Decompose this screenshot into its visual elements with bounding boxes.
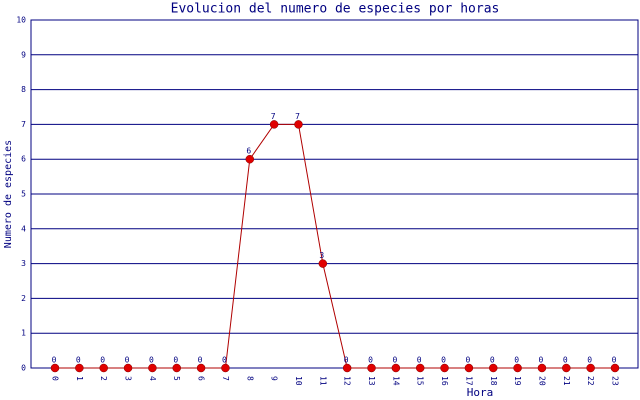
x-tick-label: 7	[221, 376, 230, 381]
data-point	[294, 120, 303, 129]
data-point	[537, 363, 547, 373]
data-point	[513, 363, 522, 373]
data-point	[221, 363, 230, 373]
x-tick-label: 23	[611, 376, 620, 386]
data-label: 0	[76, 356, 81, 365]
x-tick-label: 22	[586, 376, 595, 386]
data-point	[586, 363, 595, 373]
y-tick-label: 9	[21, 50, 26, 59]
x-tick-label: 12	[343, 376, 352, 386]
x-tick-label: 6	[197, 376, 206, 381]
y-tick-label: 4	[21, 224, 26, 233]
y-tick-label: 7	[21, 120, 26, 129]
data-label: 7	[295, 112, 300, 121]
data-label: 7	[271, 112, 276, 121]
data-point	[415, 363, 425, 373]
x-tick-label: 10	[294, 376, 303, 386]
y-tick-label: 6	[21, 155, 26, 164]
x-tick-label: 17	[464, 376, 473, 386]
x-tick-label: 18	[489, 376, 498, 386]
data-label: 0	[222, 356, 227, 365]
x-tick-label: 19	[513, 376, 522, 386]
x-axis-label: Hora	[467, 386, 494, 399]
data-point	[562, 363, 571, 373]
data-point	[610, 363, 620, 373]
x-tick-label: 14	[391, 376, 400, 386]
data-point	[342, 363, 352, 373]
data-label: 0	[344, 356, 349, 365]
data-label: 0	[441, 356, 446, 365]
data-label: 3	[319, 251, 324, 260]
data-point	[50, 363, 60, 373]
data-point	[489, 363, 498, 373]
x-tick-label: 11	[318, 376, 327, 386]
data-point	[269, 120, 279, 129]
data-label: 0	[125, 356, 130, 365]
data-label: 0	[392, 356, 397, 365]
data-point	[172, 363, 181, 373]
data-label: 0	[490, 356, 495, 365]
x-tick-label: 13	[367, 376, 376, 386]
y-tick-label: 0	[21, 364, 26, 373]
y-tick-label: 5	[21, 190, 26, 199]
y-tick-label: 3	[21, 259, 26, 268]
x-tick-label: 20	[537, 376, 546, 386]
x-tick-label: 2	[99, 376, 108, 381]
y-tick-label: 2	[21, 294, 26, 303]
x-tick-label: 1	[75, 376, 84, 381]
data-label: 0	[539, 356, 544, 365]
x-tick-label: 9	[270, 376, 279, 381]
data-label: 0	[514, 356, 519, 365]
data-label: 0	[100, 356, 105, 365]
data-label: 0	[52, 356, 57, 365]
data-point	[196, 363, 206, 373]
data-point	[367, 363, 376, 373]
x-tick-label: 4	[148, 376, 157, 381]
y-tick-label: 10	[16, 16, 26, 25]
x-tick-label: 15	[416, 376, 425, 386]
data-label: 0	[465, 356, 470, 365]
data-label: 0	[563, 356, 568, 365]
data-label: 0	[198, 356, 203, 365]
data-label: 0	[149, 356, 154, 365]
data-label: 0	[173, 356, 178, 365]
y-axis-label: Numero de especies	[3, 140, 14, 248]
chart-title: Evolucion del numero de especies por hor…	[171, 2, 500, 17]
data-label: 0	[587, 356, 592, 365]
data-point	[318, 259, 328, 268]
data-point	[245, 154, 255, 164]
x-tick-label: 16	[440, 376, 449, 386]
data-label: 0	[368, 356, 373, 365]
x-tick-label: 3	[124, 376, 133, 381]
data-point	[148, 363, 157, 373]
data-point	[75, 363, 84, 373]
y-tick-label: 8	[21, 85, 26, 94]
data-point	[99, 363, 108, 373]
data-point	[464, 363, 474, 373]
x-tick-label: 21	[562, 376, 571, 386]
data-point	[440, 363, 449, 373]
x-tick-label: 8	[245, 376, 254, 381]
data-label: 0	[612, 356, 617, 365]
data-point	[391, 363, 401, 373]
data-label: 0	[417, 356, 422, 365]
y-tick-label: 1	[21, 329, 26, 338]
data-point	[123, 363, 133, 373]
x-tick-label: 0	[51, 376, 60, 381]
data-label: 6	[246, 147, 251, 156]
x-tick-label: 5	[172, 376, 181, 381]
